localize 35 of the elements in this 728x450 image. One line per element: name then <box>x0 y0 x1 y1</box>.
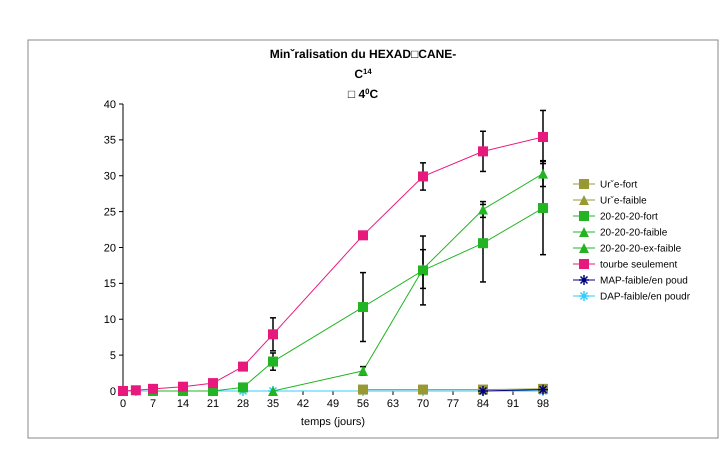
x-tick-label: 77 <box>446 398 460 410</box>
y-tick-label: 10 <box>104 314 116 326</box>
x-axis-title: temps (jours) <box>300 416 366 428</box>
y-tick-label: 20 <box>104 242 116 254</box>
x-tick-label: 35 <box>266 398 280 410</box>
x-tick-label: 0 <box>120 398 126 410</box>
legend-label: 20-20-20-ex-faible <box>600 244 682 254</box>
chart-subtitle: □ 4$^{0}$C <box>348 86 378 101</box>
y-tick-label: 35 <box>104 134 116 147</box>
x-tick-label: 7 <box>150 398 156 410</box>
x-tick-label: 91 <box>506 398 520 410</box>
y-tick-label: 0 <box>110 386 116 398</box>
x-tick-label: 56 <box>356 398 370 410</box>
legend-label: 20-20-20-faible <box>600 228 668 238</box>
x-tick-label: 70 <box>416 398 430 410</box>
x-tick-label: 98 <box>536 398 550 410</box>
y-tick-label: 30 <box>104 170 116 183</box>
x-tick-label: 42 <box>296 398 310 410</box>
legend-label: 20-20-20-fort <box>600 212 658 222</box>
x-tick-label: 63 <box>386 398 400 410</box>
y-tick-label: 15 <box>104 278 116 290</box>
y-tick-label: 5 <box>110 350 116 362</box>
x-tick-label: 14 <box>176 398 190 410</box>
x-tick-label: 84 <box>476 398 490 410</box>
legend-label: MAP-faible/en poud <box>600 276 688 286</box>
x-tick-label: 49 <box>326 398 340 410</box>
legend-label: tourbe seulement <box>600 260 678 270</box>
legend-label: DAP-faible/en poudr <box>600 292 691 302</box>
x-tick-label: 21 <box>206 398 220 410</box>
legend-label: Urˇe-fort <box>600 180 638 190</box>
y-tick-label: 40 <box>104 98 116 111</box>
legend-label: Urˇe-faible <box>600 196 648 206</box>
x-tick-label: 28 <box>236 398 250 410</box>
chart-title: Minˇralisation du HEXAD□CANE- C$^{14}$ <box>270 47 456 81</box>
y-tick-label: 25 <box>104 206 116 218</box>
